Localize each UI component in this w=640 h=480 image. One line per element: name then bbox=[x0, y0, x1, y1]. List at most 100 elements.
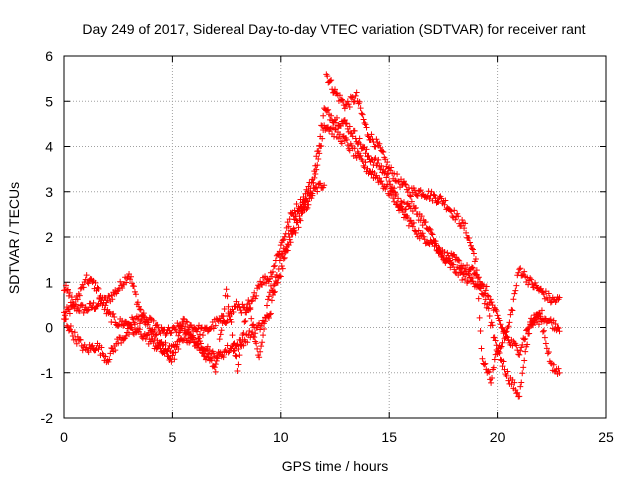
data-point bbox=[194, 341, 201, 348]
data-point bbox=[235, 345, 242, 352]
data-point bbox=[239, 301, 246, 308]
data-point bbox=[430, 191, 437, 198]
data-point bbox=[92, 279, 99, 286]
data-point bbox=[344, 98, 351, 105]
data-point bbox=[152, 332, 159, 339]
data-point bbox=[545, 290, 552, 297]
data-point bbox=[410, 219, 417, 226]
y-tick-label: 5 bbox=[45, 93, 53, 109]
grid bbox=[64, 56, 606, 418]
data-point bbox=[423, 194, 430, 201]
data-point bbox=[450, 261, 457, 268]
data-point bbox=[484, 292, 491, 299]
data-point bbox=[421, 236, 428, 243]
data-point bbox=[162, 331, 169, 338]
data-point bbox=[71, 303, 78, 310]
data-point bbox=[442, 197, 449, 204]
data-point bbox=[544, 350, 551, 357]
series-trace-c bbox=[61, 122, 563, 377]
data-point bbox=[205, 351, 212, 358]
data-point bbox=[296, 213, 303, 220]
data-point bbox=[376, 140, 383, 147]
data-point bbox=[392, 192, 399, 199]
data-point bbox=[80, 309, 87, 316]
data-point bbox=[265, 314, 272, 321]
data-point bbox=[351, 145, 358, 152]
data-point bbox=[361, 164, 368, 171]
data-point bbox=[277, 273, 284, 280]
data-point bbox=[340, 117, 347, 124]
data-point bbox=[265, 293, 272, 300]
data-point bbox=[380, 148, 387, 155]
data-point bbox=[360, 116, 367, 123]
data-point bbox=[508, 306, 515, 313]
data-point bbox=[362, 159, 369, 166]
data-point bbox=[507, 311, 514, 318]
data-point bbox=[128, 273, 135, 280]
data-point bbox=[511, 290, 518, 297]
data-point bbox=[249, 329, 256, 336]
data-point bbox=[258, 343, 265, 350]
data-point bbox=[281, 248, 288, 255]
data-point bbox=[486, 312, 493, 319]
data-point bbox=[277, 242, 284, 249]
data-point bbox=[480, 291, 487, 298]
data-point bbox=[462, 220, 469, 227]
data-point bbox=[66, 310, 73, 317]
data-point bbox=[155, 325, 162, 332]
data-point bbox=[469, 278, 476, 285]
data-point bbox=[485, 305, 492, 312]
data-point bbox=[535, 321, 542, 328]
data-point bbox=[244, 339, 251, 346]
data-point bbox=[90, 299, 97, 306]
data-point bbox=[266, 311, 273, 318]
data-point bbox=[137, 317, 144, 324]
data-point bbox=[220, 354, 227, 361]
data-point bbox=[319, 135, 326, 142]
data-point bbox=[65, 292, 72, 299]
data-point bbox=[118, 339, 125, 346]
data-point bbox=[130, 283, 137, 290]
data-point bbox=[545, 349, 552, 356]
data-point bbox=[85, 280, 92, 287]
data-point bbox=[513, 282, 520, 289]
data-point bbox=[320, 112, 327, 119]
data-point bbox=[111, 314, 118, 321]
data-point bbox=[173, 329, 180, 336]
data-point bbox=[163, 348, 170, 355]
data-point bbox=[175, 345, 182, 352]
data-point bbox=[137, 306, 144, 313]
data-point bbox=[140, 313, 147, 320]
data-point bbox=[383, 174, 390, 181]
data-point bbox=[269, 268, 276, 275]
data-point bbox=[491, 334, 498, 341]
data-point bbox=[488, 319, 495, 326]
data-point bbox=[276, 257, 283, 264]
data-points bbox=[61, 71, 563, 400]
data-point bbox=[547, 316, 554, 323]
data-point bbox=[217, 331, 224, 338]
data-point bbox=[516, 351, 523, 358]
data-point bbox=[65, 327, 72, 334]
data-point bbox=[268, 297, 275, 304]
data-point bbox=[316, 150, 323, 157]
data-point bbox=[528, 276, 535, 283]
data-point bbox=[132, 291, 139, 298]
data-point bbox=[432, 238, 439, 245]
data-point bbox=[427, 226, 434, 233]
data-point bbox=[259, 339, 266, 346]
y-tick-label: 1 bbox=[45, 274, 53, 290]
data-point bbox=[206, 347, 213, 354]
data-point bbox=[260, 317, 267, 324]
data-point bbox=[246, 305, 253, 312]
data-point bbox=[450, 251, 457, 258]
data-point bbox=[504, 334, 511, 341]
data-point bbox=[467, 242, 474, 249]
data-point bbox=[363, 124, 370, 131]
data-point bbox=[362, 121, 369, 128]
data-point bbox=[67, 322, 74, 329]
data-point bbox=[455, 213, 462, 220]
data-point bbox=[503, 372, 510, 379]
data-point bbox=[299, 207, 306, 214]
data-point bbox=[312, 170, 319, 177]
